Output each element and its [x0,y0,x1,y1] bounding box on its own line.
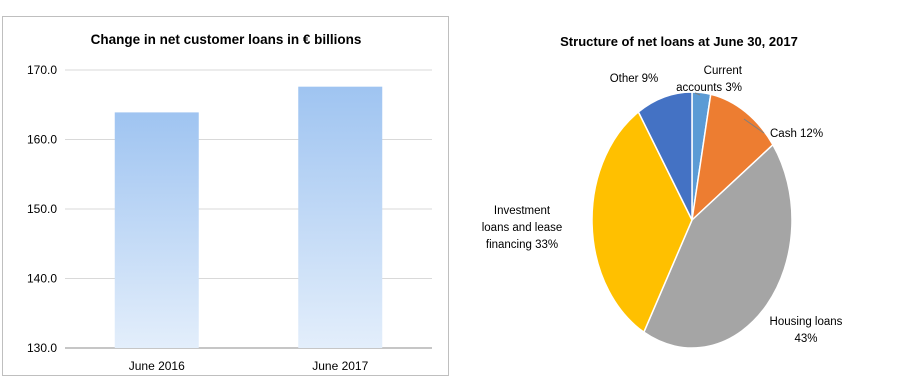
y-tick-label: 160.0 [27,133,57,147]
leader-line [694,92,701,96]
bar-chart-title: Change in net customer loans in € billio… [91,32,362,47]
pie-slice-label: Housing loans 43% [770,316,843,345]
pie-slice-label: Current accounts 3% [676,65,743,94]
pie-chart-labels: Current accounts 3% Cash 12% Housing loans 4… [482,65,843,345]
x-tick-label: June 2017 [312,359,368,373]
pie-chart-slices [591,91,793,349]
bar-chart-panel: Change in net customer loans in € billio… [0,0,452,379]
y-tick-label: 130.0 [27,341,57,355]
y-tick-label: 150.0 [27,202,57,216]
bar [114,112,199,349]
bar-chart-bars [114,86,383,349]
pie-slice [591,110,693,334]
pie-slice [690,93,774,223]
leader-line [743,118,765,134]
y-tick-label: 170.0 [27,63,57,77]
x-tick-label: June 2016 [129,359,185,373]
pie-slice [637,91,693,221]
bar-chart-x-axis: June 2016 June 2017 [129,359,369,373]
pie-chart: Structure of net loans at June 30, 2017 … [482,34,843,349]
bar-chart-y-axis: 130.0 140.0 150.0 160.0 170.0 [27,63,57,355]
bar-chart-frame [2,16,449,376]
pie-slice-label: Other 9% [610,73,659,85]
pie-slice-label: Cash 12% [770,128,823,140]
pie-chart-panel: Structure of net loans at June 30, 2017 … [452,0,913,379]
bar [298,86,383,349]
pie-slice-label: Investment loans and lease financing 33% [482,205,563,251]
y-tick-label: 140.0 [27,272,57,286]
pie-slice [642,143,793,349]
pie-chart-title: Structure of net loans at June 30, 2017 [560,34,798,49]
bar-chart: Change in net customer loans in € billio… [27,32,432,373]
